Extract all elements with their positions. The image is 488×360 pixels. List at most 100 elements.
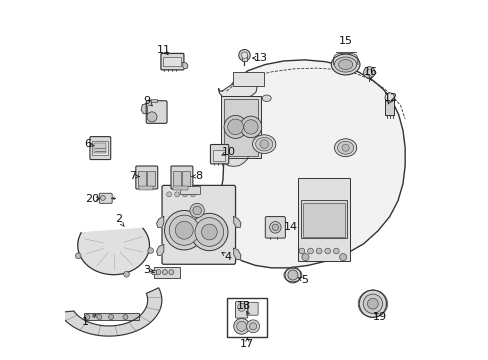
Polygon shape xyxy=(220,146,248,166)
Circle shape xyxy=(195,218,223,246)
Bar xyxy=(227,298,267,337)
Circle shape xyxy=(363,294,382,314)
Polygon shape xyxy=(183,62,187,69)
Bar xyxy=(138,171,146,186)
Text: 18: 18 xyxy=(236,301,250,311)
Text: 10: 10 xyxy=(221,147,235,157)
Circle shape xyxy=(182,192,187,197)
Circle shape xyxy=(237,303,245,311)
FancyBboxPatch shape xyxy=(247,302,258,315)
Bar xyxy=(139,186,153,190)
Bar xyxy=(94,143,106,153)
Bar xyxy=(173,171,181,186)
Circle shape xyxy=(168,270,174,275)
Bar xyxy=(173,186,187,190)
FancyBboxPatch shape xyxy=(161,53,183,70)
FancyBboxPatch shape xyxy=(136,166,158,189)
Circle shape xyxy=(271,224,278,230)
Circle shape xyxy=(97,315,102,319)
Polygon shape xyxy=(218,80,257,99)
Bar xyxy=(213,149,224,161)
Circle shape xyxy=(366,69,372,76)
Circle shape xyxy=(162,270,167,275)
Circle shape xyxy=(122,315,128,319)
Text: 1: 1 xyxy=(81,317,88,327)
Text: 11: 11 xyxy=(157,45,170,55)
Circle shape xyxy=(238,49,250,61)
Bar xyxy=(233,72,263,86)
Polygon shape xyxy=(59,288,162,336)
Circle shape xyxy=(241,52,247,58)
FancyBboxPatch shape xyxy=(171,166,192,189)
Circle shape xyxy=(233,319,249,334)
Polygon shape xyxy=(141,104,147,114)
Circle shape xyxy=(249,323,256,330)
Text: 6: 6 xyxy=(84,139,91,149)
Circle shape xyxy=(285,267,300,283)
Bar xyxy=(152,270,155,274)
FancyBboxPatch shape xyxy=(99,193,112,203)
Bar xyxy=(92,140,107,155)
Ellipse shape xyxy=(338,59,352,69)
Circle shape xyxy=(244,120,258,134)
Polygon shape xyxy=(219,60,405,268)
FancyBboxPatch shape xyxy=(146,101,167,123)
Circle shape xyxy=(123,271,129,277)
Circle shape xyxy=(341,144,348,151)
Circle shape xyxy=(316,248,321,254)
FancyBboxPatch shape xyxy=(265,217,285,238)
Circle shape xyxy=(192,206,201,215)
Circle shape xyxy=(260,140,268,148)
Text: 8: 8 xyxy=(195,171,202,181)
Text: 7: 7 xyxy=(129,171,136,181)
Circle shape xyxy=(363,67,374,78)
FancyBboxPatch shape xyxy=(90,136,110,159)
Bar xyxy=(301,201,346,238)
Ellipse shape xyxy=(334,57,356,72)
Bar xyxy=(180,186,199,194)
Bar xyxy=(302,203,344,237)
Bar xyxy=(163,57,180,66)
Ellipse shape xyxy=(334,139,356,157)
Bar xyxy=(298,178,349,261)
Circle shape xyxy=(190,213,227,251)
Text: 12: 12 xyxy=(383,93,397,103)
Text: 15: 15 xyxy=(338,36,352,46)
Text: 14: 14 xyxy=(283,222,297,231)
Ellipse shape xyxy=(252,135,275,153)
Bar xyxy=(83,313,139,320)
FancyBboxPatch shape xyxy=(162,185,235,264)
Circle shape xyxy=(108,315,113,319)
Circle shape xyxy=(175,221,193,239)
Circle shape xyxy=(166,192,171,197)
FancyBboxPatch shape xyxy=(235,302,247,318)
Polygon shape xyxy=(156,217,163,227)
Circle shape xyxy=(174,192,179,197)
Text: 17: 17 xyxy=(240,339,254,349)
Bar xyxy=(221,96,260,158)
Ellipse shape xyxy=(255,137,272,151)
Bar xyxy=(150,99,157,102)
Circle shape xyxy=(156,270,161,275)
Text: 20: 20 xyxy=(85,194,99,204)
Text: 19: 19 xyxy=(372,312,386,322)
Circle shape xyxy=(227,119,243,135)
Circle shape xyxy=(236,321,246,331)
Circle shape xyxy=(169,215,199,245)
Circle shape xyxy=(100,195,105,201)
Circle shape xyxy=(201,224,217,240)
Circle shape xyxy=(164,211,203,250)
Circle shape xyxy=(324,248,330,254)
Circle shape xyxy=(190,192,195,197)
Circle shape xyxy=(384,93,394,102)
Circle shape xyxy=(147,248,153,253)
Polygon shape xyxy=(156,244,163,255)
Ellipse shape xyxy=(330,54,359,75)
Polygon shape xyxy=(233,248,241,260)
Circle shape xyxy=(75,253,81,259)
Bar xyxy=(384,98,393,115)
Circle shape xyxy=(359,290,386,318)
Bar xyxy=(154,267,180,278)
Bar xyxy=(223,99,257,156)
Bar xyxy=(182,171,190,186)
